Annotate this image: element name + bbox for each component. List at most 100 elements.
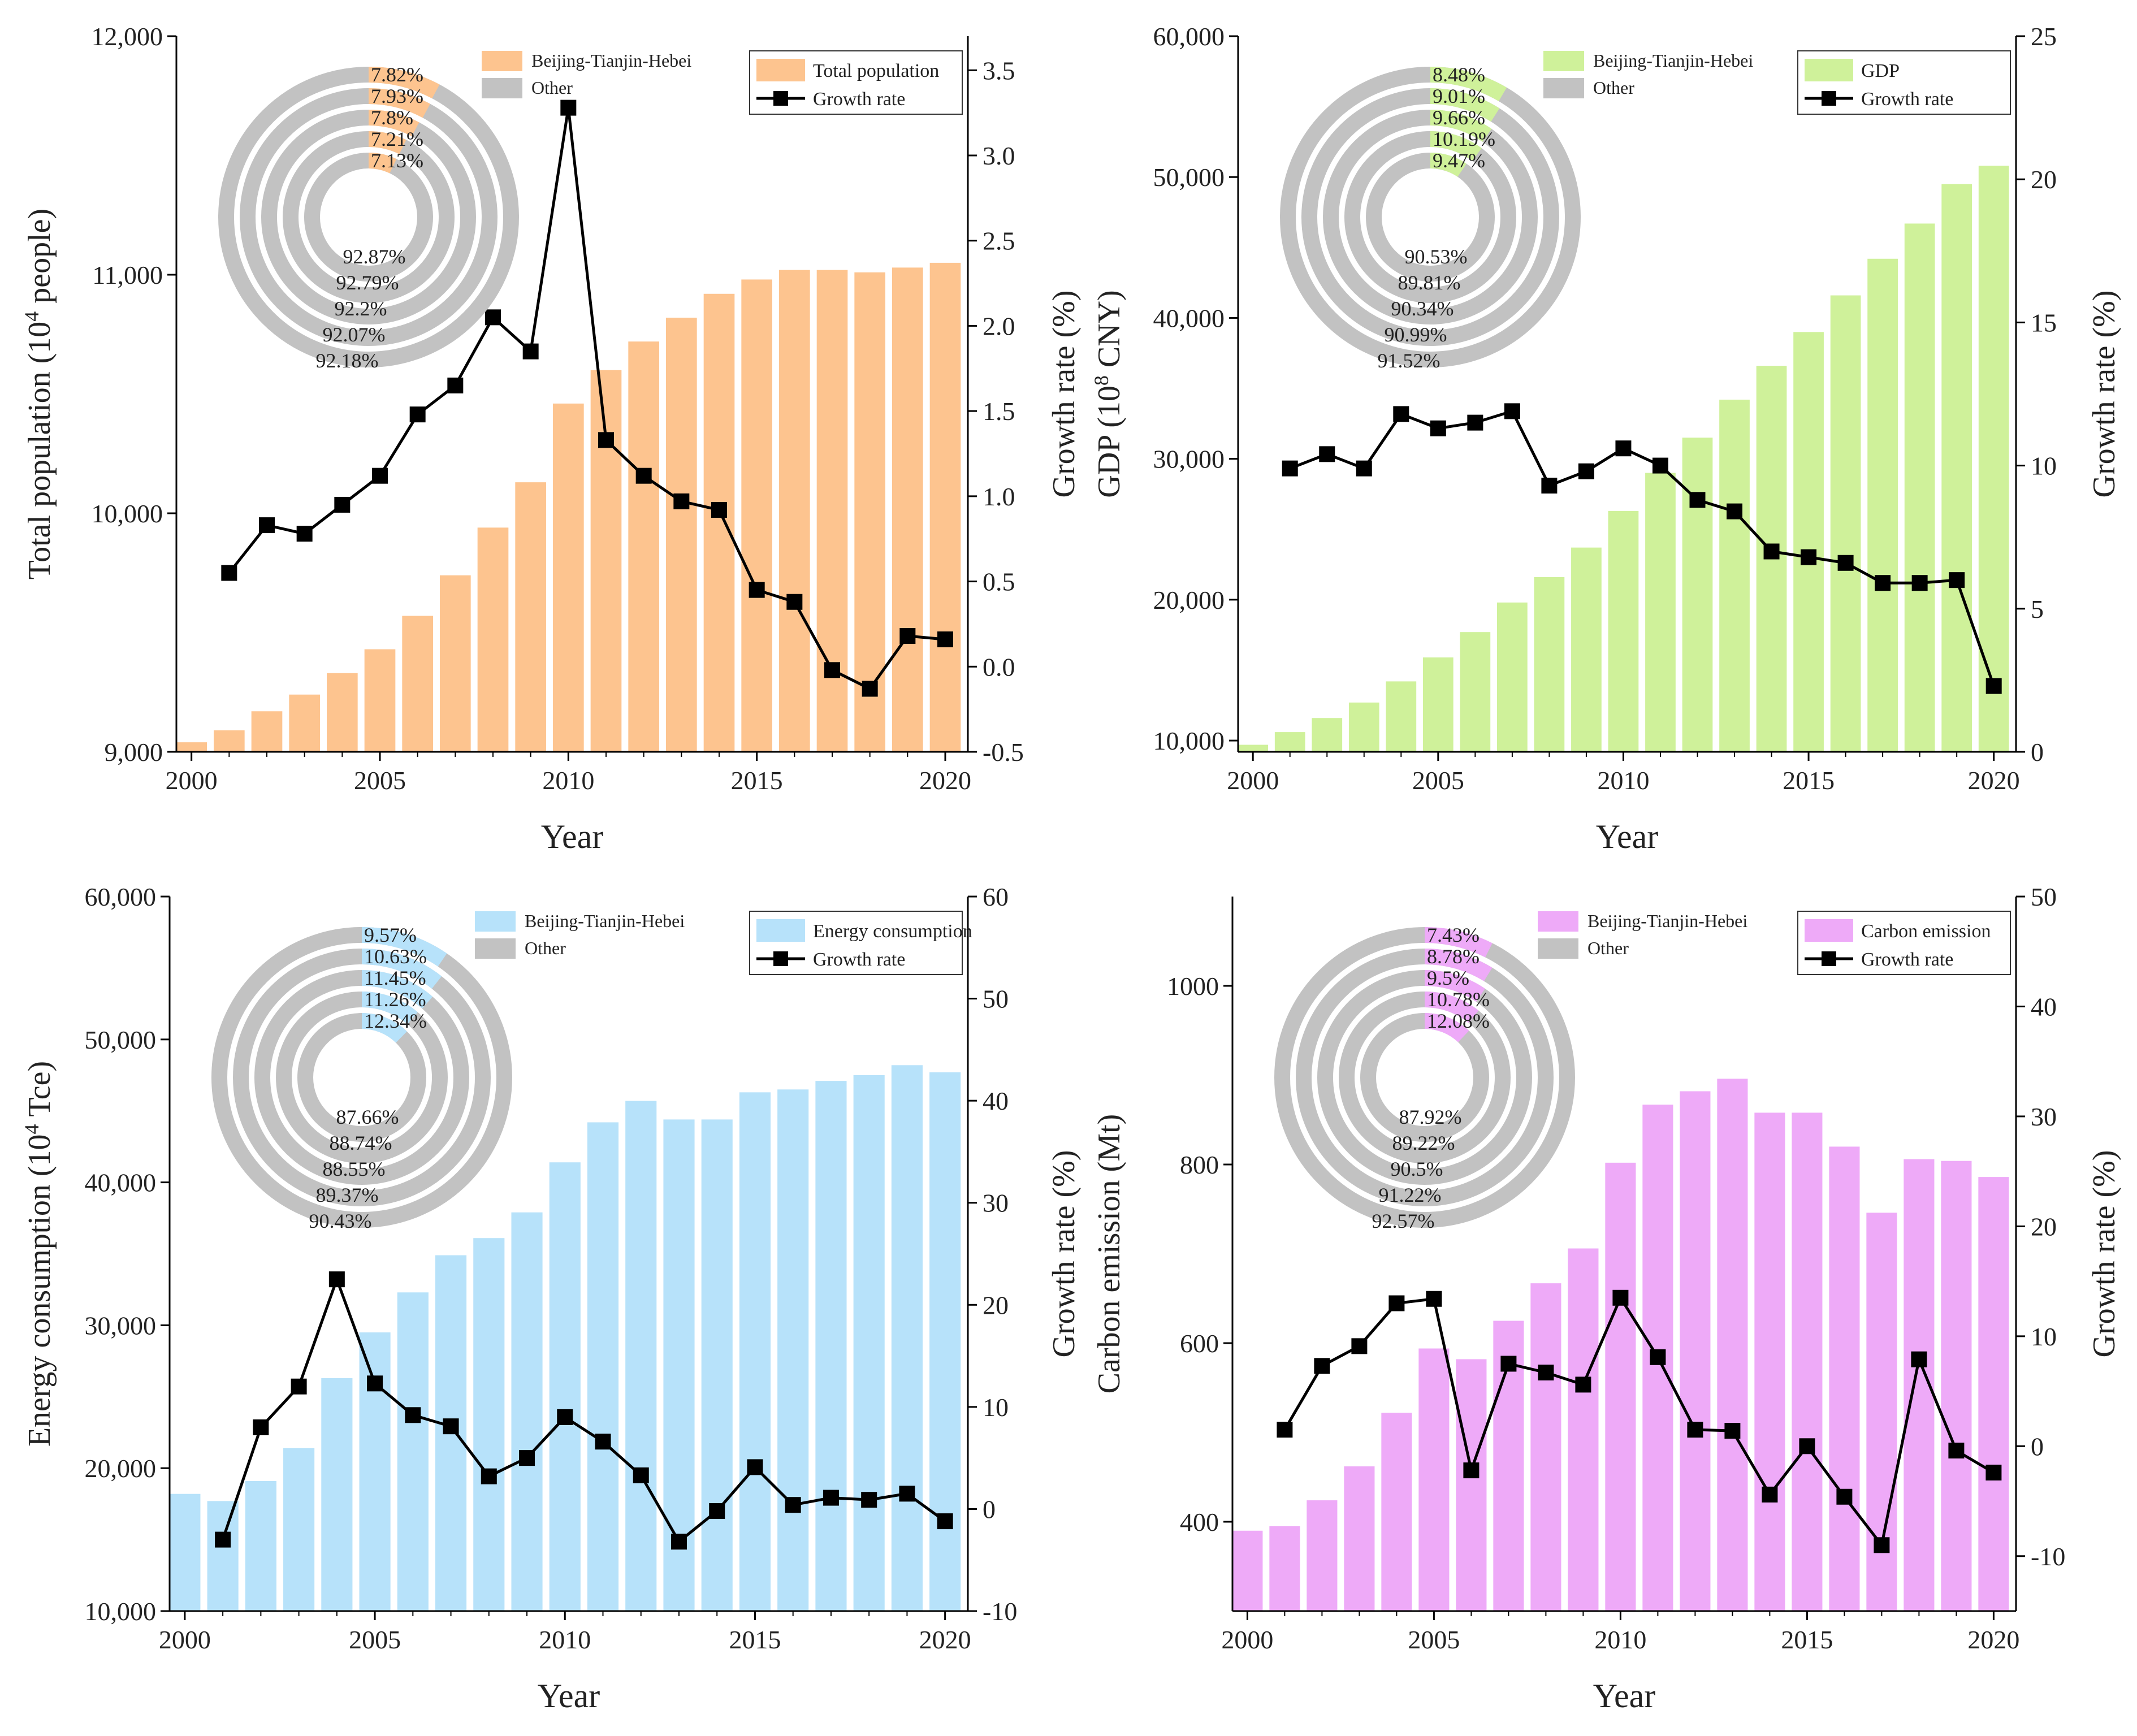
bar-energy-2003 <box>283 1448 315 1611</box>
growth-point-gdp-2009 <box>1578 463 1594 479</box>
growth-point-gdp-2018 <box>1911 575 1928 591</box>
bar-energy-2012 <box>625 1101 657 1611</box>
y-tick-label-population-10,000: 10,000 <box>92 499 163 528</box>
donut-other-pct-energy-1: 88.74% <box>330 1132 392 1154</box>
bar-carbon-2016 <box>1829 1146 1860 1611</box>
growth-point-population-2003 <box>296 526 313 542</box>
legend-swatch-marker-energy <box>773 951 788 966</box>
growth-point-energy-2015 <box>747 1459 763 1475</box>
growth-point-carbon-2013 <box>1724 1423 1741 1439</box>
growth-point-gdp-2011 <box>1652 457 1668 474</box>
bar-population-2003 <box>289 694 320 752</box>
bar-energy-2006 <box>397 1292 429 1611</box>
bar-energy-2005 <box>359 1332 391 1611</box>
growth-point-energy-2002 <box>253 1419 269 1435</box>
bar-gdp-2012 <box>1682 438 1713 752</box>
donut-ring-region-population-0 <box>368 67 440 99</box>
donut-region-pct-gdp-1: 9.01% <box>1433 85 1485 107</box>
donut-ring-region-energy-1 <box>361 949 442 989</box>
bar-gdp-2019 <box>1941 184 1972 752</box>
bar-gdp-2018 <box>1904 223 1935 752</box>
donut-ring-region-energy-4 <box>361 1013 407 1043</box>
bar-gdp-2013 <box>1719 399 1750 752</box>
y-tick-label-gdp-20,000: 20,000 <box>1153 586 1225 614</box>
legend-swatch-bar-energy <box>756 919 805 942</box>
donut-region-pct-carbon-4: 12.08% <box>1427 1010 1490 1032</box>
growth-point-gdp-2017 <box>1875 575 1891 591</box>
x-tick-label-energy-2010: 2010 <box>539 1625 591 1654</box>
donut-other-pct-population-1: 92.79% <box>336 271 399 294</box>
bar-population-2020 <box>929 262 961 752</box>
y-tick-label-gdp-30,000: 30,000 <box>1153 445 1225 474</box>
donut-legend-swatch-other-energy <box>475 938 516 959</box>
y2-tick-label-carbon-10: 10 <box>2031 1322 2057 1351</box>
bar-carbon-2015 <box>1792 1112 1823 1611</box>
y2-tick-label-energy-40: 40 <box>983 1086 1009 1115</box>
donut-ring-region-carbon-4 <box>1424 1013 1469 1042</box>
growth-point-carbon-2004 <box>1388 1295 1405 1311</box>
bar-population-2015 <box>741 279 772 752</box>
bar-carbon-2001 <box>1269 1526 1300 1611</box>
x-axis-title-energy: Year <box>538 1677 600 1715</box>
x-axis-title-population: Year <box>541 818 604 855</box>
y2-tick-label-energy-60: 60 <box>983 882 1009 911</box>
growth-point-gdp-2002 <box>1319 446 1335 462</box>
bar-gdp-2006 <box>1460 632 1491 752</box>
donut-region-pct-population-3: 7.21% <box>371 128 423 150</box>
bar-carbon-2004 <box>1381 1413 1412 1611</box>
y2-tick-label-energy--10: -10 <box>983 1597 1017 1626</box>
bar-carbon-2000 <box>1232 1530 1263 1611</box>
y2-tick-label-population-3.5: 3.5 <box>983 56 1015 85</box>
growth-point-population-2019 <box>899 628 916 644</box>
bar-gdp-2004 <box>1386 681 1417 752</box>
y2-axis-title-population: Growth rate (%) <box>1046 291 1082 498</box>
growth-point-energy-2013 <box>670 1534 687 1550</box>
y2-tick-label-energy-30: 30 <box>983 1189 1009 1218</box>
y2-tick-label-population-0.5: 0.5 <box>983 568 1015 596</box>
bar-population-2001 <box>214 730 245 752</box>
donut-region-pct-energy-2: 11.45% <box>364 967 426 989</box>
bar-gdp-2007 <box>1497 602 1528 752</box>
y2-tick-label-population-0.0: 0.0 <box>983 652 1015 681</box>
donut-other-pct-energy-0: 87.66% <box>336 1106 399 1128</box>
donut-ring-region-energy-3 <box>361 992 418 1025</box>
growth-point-gdp-2001 <box>1282 460 1298 477</box>
donut-other-pct-gdp-3: 90.99% <box>1385 323 1447 346</box>
y-tick-label-gdp-10,000: 10,000 <box>1153 726 1225 755</box>
bar-gdp-2016 <box>1830 295 1861 752</box>
growth-point-energy-2014 <box>709 1503 725 1519</box>
y-tick-label-carbon-600: 600 <box>1180 1329 1219 1358</box>
chart-panel-population: 2000 2005 2010 2015 2020 9,000 10,000 11,000 12,… <box>20 22 1082 855</box>
y-tick-label-energy-20,000: 20,000 <box>85 1454 157 1483</box>
y2-axis-title-energy: Growth rate (%) <box>1046 1150 1082 1358</box>
growth-point-energy-2004 <box>328 1271 345 1288</box>
bar-energy-2004 <box>321 1378 353 1611</box>
y-tick-label-energy-40,000: 40,000 <box>85 1168 157 1197</box>
y2-tick-label-energy-50: 50 <box>983 985 1009 1014</box>
growth-point-carbon-2017 <box>1874 1537 1890 1553</box>
y2-tick-label-carbon-50: 50 <box>2031 882 2057 911</box>
y-tick-label-carbon-800: 800 <box>1180 1150 1219 1179</box>
growth-point-energy-2016 <box>785 1497 801 1513</box>
y-tick-label-energy-60,000: 60,000 <box>85 882 157 911</box>
bar-gdp-2010 <box>1608 510 1639 752</box>
y2-tick-label-population-1.5: 1.5 <box>983 397 1015 426</box>
y2-tick-label-gdp-25: 25 <box>2031 22 2057 51</box>
y2-tick-label-carbon-40: 40 <box>2031 992 2057 1021</box>
donut-other-pct-gdp-1: 89.81% <box>1398 271 1461 294</box>
bar-carbon-2020 <box>1978 1177 2009 1611</box>
bar-population-2005 <box>364 649 396 752</box>
growth-point-energy-2006 <box>405 1407 421 1423</box>
bar-gdp-2002 <box>1312 718 1343 752</box>
donut-legend-swatch-region-population <box>482 51 522 71</box>
donut-legend-swatch-region-energy <box>475 911 516 932</box>
donut-ring-region-population-3 <box>368 131 406 154</box>
growth-point-carbon-2014 <box>1762 1486 1778 1503</box>
growth-point-energy-2020 <box>937 1513 953 1530</box>
bar-gdp-2003 <box>1348 702 1379 752</box>
donut-other-pct-gdp-2: 90.34% <box>1391 297 1454 320</box>
donut-region-pct-population-2: 7.8% <box>371 106 413 129</box>
legend-label-line-carbon: Growth rate <box>1861 949 1953 970</box>
donut-region-pct-population-1: 7.93% <box>371 85 423 107</box>
growth-point-gdp-2020 <box>1985 678 2002 694</box>
